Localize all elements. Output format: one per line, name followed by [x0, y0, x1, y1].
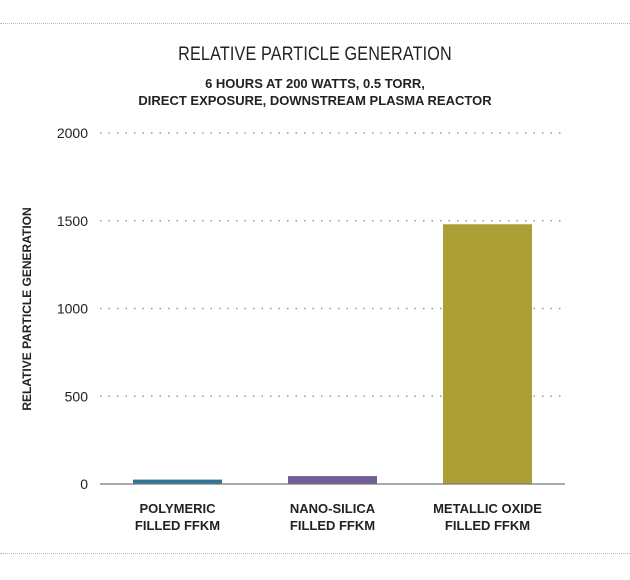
bar [288, 476, 377, 484]
x-tick-label: FILLED FFKM [289, 518, 376, 533]
y-tick-label: 2000 [57, 125, 88, 141]
chart-title: RELATIVE PARTICLE GENERATION [178, 44, 452, 65]
chart-subtitle-line-2: DIRECT EXPOSURE, DOWNSTREAM PLASMA REACT… [138, 93, 492, 108]
y-tick-label: 500 [65, 388, 89, 404]
x-tick-label: FILLED FFKM [444, 518, 531, 533]
y-tick-label: 1500 [57, 213, 88, 229]
x-tick-label: NANO-SILICA [289, 501, 376, 516]
bottom-divider [0, 553, 630, 554]
top-divider [0, 23, 630, 24]
x-tick-label: METALLIC OXIDE [433, 501, 542, 516]
y-tick-label: 0 [80, 476, 88, 492]
chart-subtitle-line-1: 6 HOURS AT 200 WATTS, 0.5 TORR, [205, 76, 425, 91]
bar [133, 479, 222, 484]
x-tick-label: POLYMERIC [139, 501, 216, 516]
y-tick-label: 1000 [57, 301, 88, 317]
bar [443, 224, 532, 484]
x-tick-label: FILLED FFKM [134, 518, 221, 533]
